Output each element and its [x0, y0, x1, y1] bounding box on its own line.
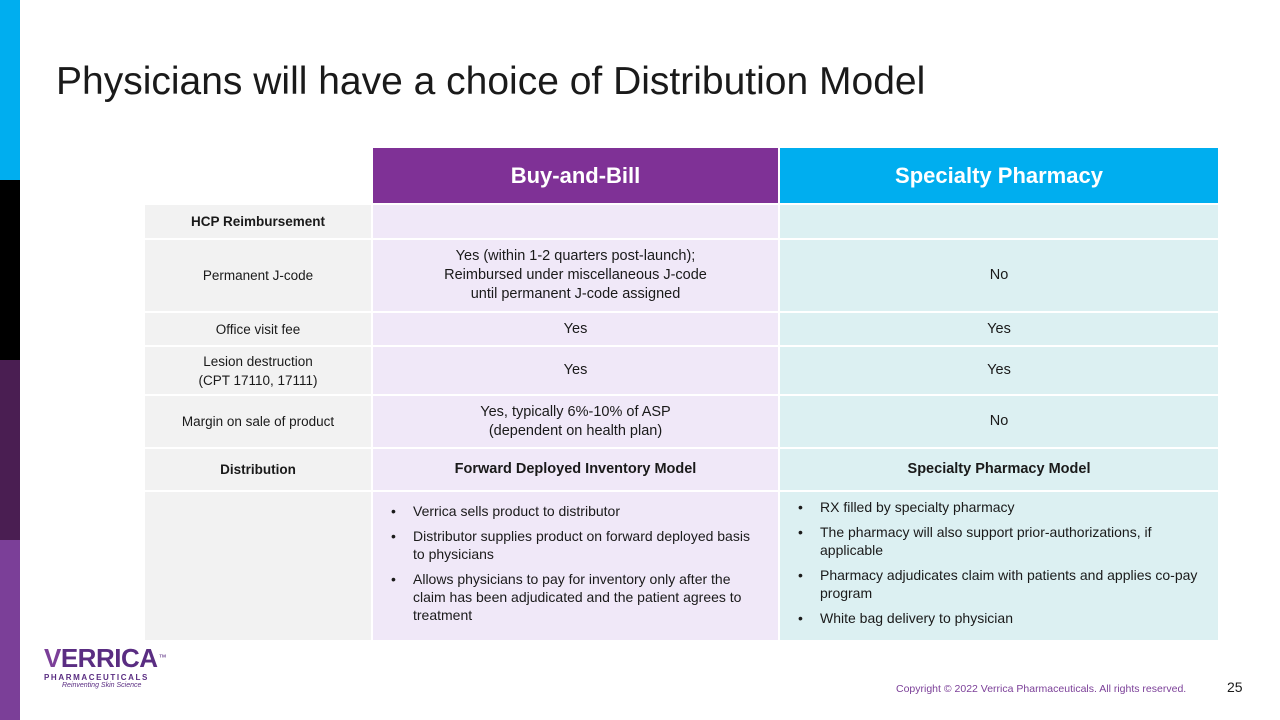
cell-sp-lesion-destruction: Yes	[780, 347, 1218, 394]
logo-subtitle: PHARMACEUTICALS	[44, 673, 149, 682]
logo-wordmark: V ERRICA ™	[44, 643, 167, 673]
logo-tagline: Reinventing Skin Science	[62, 682, 142, 689]
bullet-icon: •	[391, 570, 396, 587]
page-number: 25	[1227, 679, 1243, 695]
cell-sp-office-visit-fee: Yes	[780, 313, 1218, 345]
logo-v-mark: V	[44, 643, 61, 673]
row-label-office-visit-fee: Office visit fee	[145, 313, 371, 345]
header-buy-and-bill: Buy-and-Bill	[373, 148, 778, 203]
cell-bb-lesion-destruction: Yes	[373, 347, 778, 394]
cell-line: Yes, typically 6%-10% of ASP	[480, 403, 671, 420]
cell-bb-margin: Yes, typically 6%-10% of ASP (dependent …	[373, 396, 778, 447]
company-logo: V ERRICA ™ PHARMACEUTICALS Reinventing Ski…	[44, 643, 167, 689]
bullet-text: RX filled by specialty pharmacy	[820, 499, 1015, 515]
bullet-text: Verrica sells product to distributor	[413, 502, 620, 519]
list-item: • Verrica sells product to distributor	[383, 502, 762, 520]
list-item: • Allows physicians to pay for inventory …	[383, 570, 762, 624]
cell-bb-office-visit-fee: Yes	[373, 313, 778, 345]
list-item: • Distributor supplies product on forward…	[383, 527, 762, 563]
sp-bullet-list: • RX filled by specialty pharmacy • The ph…	[790, 498, 1202, 634]
bullet-icon: •	[391, 502, 396, 519]
bullet-text: Distributor supplies product on forward …	[413, 527, 750, 562]
cell-line: until permanent J-code assigned	[470, 286, 681, 302]
accent-bar-black	[0, 180, 20, 360]
section-distribution: Distribution	[145, 449, 371, 490]
cell-bb-permanent-jcode: Yes (within 1-2 quarters post-launch); R…	[373, 240, 778, 311]
bb-bullet-list: • Verrica sells product to distributor • D…	[383, 502, 762, 631]
cell-line: (dependent on health plan)	[488, 422, 663, 439]
row-label-lesion-destruction: Lesion destruction (CPT 17110, 17111)	[145, 347, 371, 394]
bullet-text: Pharmacy adjudicates claim with patients…	[820, 567, 1198, 601]
list-item: • Pharmacy adjudicates claim with patient…	[790, 566, 1202, 602]
section-hcp-reimbursement: HCP Reimbursement	[145, 205, 371, 238]
section-sp-empty	[780, 205, 1218, 238]
accent-bar-cyan	[0, 0, 20, 180]
logo-trademark: ™	[158, 653, 167, 662]
section-bb-empty	[373, 205, 778, 238]
bullet-icon: •	[798, 524, 803, 540]
cell-sp-bullets: • RX filled by specialty pharmacy • The ph…	[780, 492, 1218, 640]
bullet-icon: •	[391, 527, 396, 544]
bullet-text: The pharmacy will also support prior-aut…	[820, 524, 1152, 558]
cell-sp-permanent-jcode: No	[780, 240, 1218, 311]
cell-line: Reimbursed under miscellaneous J-code	[444, 267, 707, 283]
bullet-icon: •	[798, 567, 803, 583]
header-empty-cell	[145, 148, 371, 203]
accent-bar-dark-purple	[0, 360, 20, 540]
accent-bar-purple	[0, 540, 20, 720]
bullet-text: Allows physicians to pay for inventory o…	[413, 570, 742, 623]
bullet-icon: •	[798, 610, 803, 626]
logo-word-rest: ERRICA	[60, 643, 158, 673]
bullet-text: White bag delivery to physician	[820, 610, 1013, 626]
header-specialty-pharmacy: Specialty Pharmacy	[780, 148, 1218, 203]
cell-line: (CPT 17110, 17111)	[198, 372, 318, 388]
list-item: • RX filled by specialty pharmacy	[790, 498, 1202, 516]
bullet-icon: •	[798, 499, 803, 515]
cell-sp-distribution-model: Specialty Pharmacy Model	[780, 449, 1218, 490]
cell-line: Yes (within 1-2 quarters post-launch);	[455, 248, 696, 264]
copyright-notice: Copyright © 2022 Verrica Pharmaceuticals…	[896, 683, 1187, 695]
list-item: • The pharmacy will also support prior-au…	[790, 523, 1202, 559]
bullets-label-empty	[145, 492, 371, 640]
cell-bb-bullets: • Verrica sells product to distributor • D…	[373, 492, 778, 640]
cell-bb-distribution-model: Forward Deployed Inventory Model	[373, 449, 778, 490]
comparison-table: Buy-and-Bill Specialty Pharmacy HCP Reim…	[145, 148, 1218, 640]
slide-title: Physicians will have a choice of Distrib…	[56, 60, 926, 103]
row-label-permanent-jcode: Permanent J-code	[145, 240, 371, 311]
cell-line: Lesion destruction	[203, 353, 313, 369]
list-item: • White bag delivery to physician	[790, 609, 1202, 627]
cell-sp-margin: No	[780, 396, 1218, 447]
row-label-margin: Margin on sale of product	[145, 396, 371, 447]
